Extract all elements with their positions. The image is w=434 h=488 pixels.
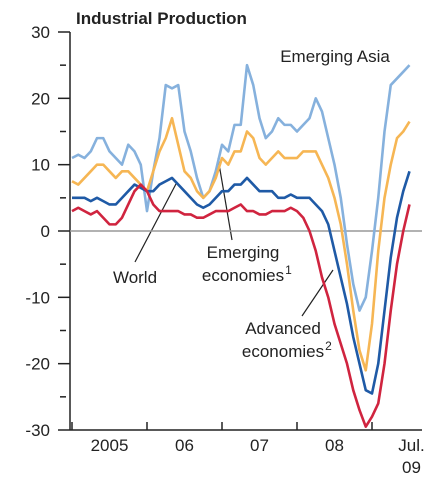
- y-tick-label: 0: [41, 222, 50, 241]
- x-tick-label: 06: [175, 436, 194, 455]
- y-tick-label: -30: [25, 421, 50, 440]
- series-line: [71, 183, 411, 428]
- y-tick-label: 10: [31, 156, 50, 175]
- series-label: Emerging Asia: [280, 47, 390, 66]
- x-tick-label: 08: [325, 436, 344, 455]
- series-line: [71, 116, 411, 372]
- chart-title: Industrial Production: [76, 9, 247, 28]
- y-tick-label: -10: [25, 288, 50, 307]
- series-label: Emerging: [207, 243, 280, 262]
- footnote-mark: 2: [325, 339, 332, 353]
- series-label: World: [113, 268, 157, 287]
- x-tick-label-line: 09: [402, 458, 421, 477]
- leader-line: [217, 157, 233, 241]
- y-tick-label: 20: [31, 89, 50, 108]
- x-tick-label: 07: [250, 436, 269, 455]
- y-tick-label: 30: [31, 23, 50, 42]
- series-line: [71, 63, 411, 312]
- series-line: [72, 170, 411, 395]
- leader-line: [301, 269, 334, 317]
- x-tick-label: 2005: [91, 436, 129, 455]
- footnote-mark: 1: [285, 263, 292, 277]
- leader-line: [134, 181, 178, 263]
- x-tick-label: Jul. 09: [398, 436, 424, 477]
- series-label: Advanced: [245, 319, 321, 338]
- y-tick-label: -20: [25, 355, 50, 374]
- series-label: economies: [242, 342, 324, 361]
- series-label: economies: [202, 266, 284, 285]
- x-tick-label-line: Jul.: [398, 436, 424, 455]
